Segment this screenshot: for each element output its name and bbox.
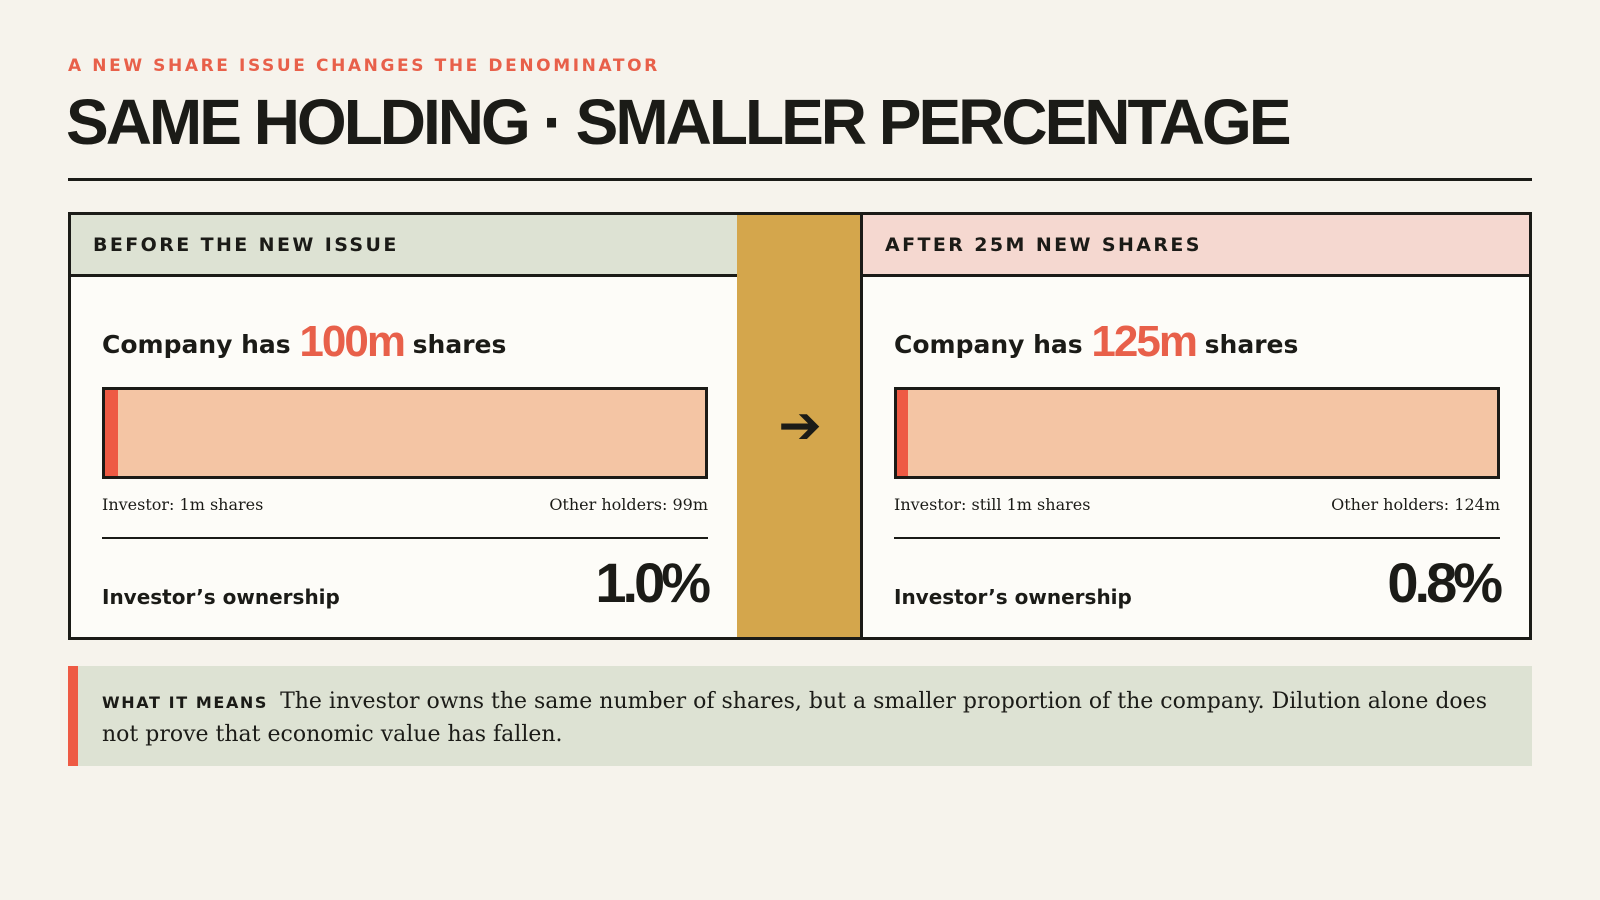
after-panel: AFTER 25M NEW SHARES Company has 125m sh…	[860, 212, 1532, 640]
before-ownership-value: 1.0%	[595, 551, 711, 614]
after-ownership-value: 0.8%	[1387, 551, 1503, 614]
arrow-right-icon: ➔	[778, 396, 822, 456]
after-divider	[894, 537, 1500, 539]
before-panel: BEFORE THE NEW ISSUE Company has 100m sh…	[68, 212, 740, 640]
page-title: SAME HOLDING · SMALLER PERCENTAGE	[66, 86, 1291, 158]
note-text: The investor owns the same number of sha…	[102, 689, 1487, 747]
company-prefix: Company has	[102, 330, 291, 359]
transition-column: ➔	[737, 212, 863, 640]
after-ownership-label: Investor’s ownership	[894, 585, 1132, 609]
title-divider	[68, 178, 1532, 181]
company-suffix: shares	[412, 330, 507, 359]
after-bar-labels: Investor: still 1m shares Other holders:…	[894, 495, 1500, 514]
company-suffix: shares	[1204, 330, 1299, 359]
before-investor-label: Investor: 1m shares	[102, 495, 264, 514]
after-investor-label: Investor: still 1m shares	[894, 495, 1091, 514]
explanation-note: WHAT IT MEANS The investor owns the same …	[68, 666, 1532, 766]
before-divider	[102, 537, 708, 539]
before-ownership-label: Investor’s ownership	[102, 585, 340, 609]
before-bar-labels: Investor: 1m shares Other holders: 99m	[102, 495, 708, 514]
after-total-shares: 125m	[1091, 317, 1198, 366]
kicker: A NEW SHARE ISSUE CHANGES THE DENOMINATO…	[68, 56, 660, 76]
after-company-shares: Company has 125m shares	[894, 317, 1298, 367]
before-total-shares: 100m	[299, 317, 406, 366]
before-share-bar	[102, 387, 708, 479]
before-investor-segment	[105, 390, 118, 476]
after-others-segment	[908, 390, 1497, 476]
after-investor-segment	[897, 390, 908, 476]
company-prefix: Company has	[894, 330, 1083, 359]
after-others-label: Other holders: 124m	[1331, 495, 1500, 514]
before-company-shares: Company has 100m shares	[102, 317, 506, 367]
after-panel-header: AFTER 25M NEW SHARES	[863, 215, 1529, 277]
after-share-bar	[894, 387, 1500, 479]
note-label: WHAT IT MEANS	[102, 693, 269, 712]
before-panel-header: BEFORE THE NEW ISSUE	[71, 215, 737, 277]
before-others-label: Other holders: 99m	[549, 495, 708, 514]
before-others-segment	[118, 390, 705, 476]
